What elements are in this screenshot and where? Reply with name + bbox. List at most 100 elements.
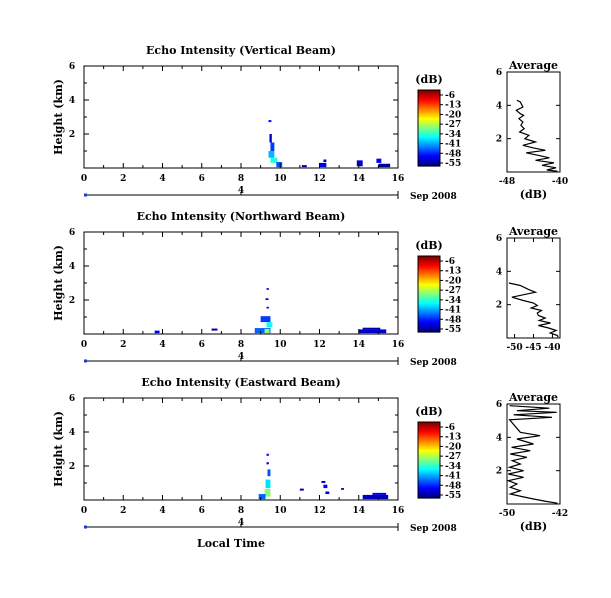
x-tick-label: 0 — [81, 506, 87, 516]
colorbar-segment — [418, 489, 440, 491]
colorbar-frame — [417, 89, 441, 167]
colorbar-segment — [418, 424, 440, 427]
colorbar-segment — [418, 120, 440, 123]
colorbar-segment — [418, 272, 440, 275]
colorbar-segment — [418, 143, 440, 146]
average-x-tick-label: -42 — [552, 509, 568, 519]
colorbar-segment — [418, 457, 440, 460]
heatmap-cell — [266, 322, 273, 328]
heatmap-cell — [211, 328, 218, 331]
colorbar-segment — [418, 329, 440, 332]
colorbar-segment — [418, 423, 440, 426]
colorbar-segment — [418, 269, 440, 272]
colorbar-segment — [418, 138, 440, 140]
heatmap-cell — [254, 328, 271, 334]
average-x-label: (dB) — [520, 520, 547, 533]
x-tick-label: 14 — [352, 340, 365, 350]
colorbar-segment — [418, 449, 440, 452]
colorbar-segment — [418, 276, 440, 279]
colorbar-segment — [418, 277, 440, 280]
colorbar-segment — [418, 439, 440, 442]
colorbar-segment — [418, 453, 440, 456]
date-axis-label: Sep 2008 — [410, 192, 457, 202]
colorbar-segment — [418, 115, 440, 118]
colorbar-segment — [418, 299, 440, 301]
x-tick-label: 4 — [159, 340, 165, 350]
colorbar-segment — [418, 463, 440, 466]
colorbar-segment — [418, 321, 440, 324]
colorbar-segment — [418, 430, 440, 433]
colorbar-segment — [418, 441, 440, 443]
colorbar-segment — [418, 295, 440, 298]
colorbar-segment — [418, 485, 440, 488]
heatmap-cell — [321, 480, 326, 483]
colorbar-segment — [418, 297, 440, 300]
colorbar-segment — [418, 323, 440, 325]
plot-frame — [83, 231, 399, 335]
colorbar-segment — [418, 257, 440, 260]
x-tick-label: 0 — [81, 340, 87, 350]
colorbar-segment — [418, 443, 440, 446]
panel-title: Echo Intensity (Vertical Beam) — [146, 44, 336, 57]
average-y-tick-label: 2 — [496, 135, 502, 145]
heatmap-cell — [325, 491, 330, 495]
colorbar-segment — [418, 129, 440, 132]
colorbar-segment — [418, 105, 440, 108]
y-tick-label: 4 — [69, 262, 75, 272]
heatmap-cell — [323, 484, 328, 489]
colorbar-segment — [418, 446, 440, 448]
colorbar-segment — [418, 122, 440, 125]
colorbar-segment — [418, 95, 440, 97]
colorbar-tick-label: -13 — [445, 433, 461, 443]
average-y-tick-label: 6 — [496, 234, 502, 244]
colorbar-segment — [418, 111, 440, 114]
colorbar-segment — [418, 479, 440, 481]
colorbar-segment — [418, 139, 440, 142]
x-tick-label: 2 — [120, 340, 126, 350]
colorbar-segment — [418, 131, 440, 134]
colorbar-segment — [418, 273, 440, 276]
colorbar-segment — [418, 318, 440, 320]
colorbar-segment — [418, 119, 440, 121]
x-tick-label: 8 — [238, 174, 244, 184]
x-tick-label: 16 — [392, 174, 405, 184]
colorbar-tick-label: -6 — [445, 423, 455, 433]
colorbar-segment — [418, 300, 440, 303]
colorbar-segment — [418, 316, 440, 319]
date-axis-marker-start — [84, 525, 87, 529]
heatmap-cell — [301, 165, 307, 168]
colorbar-segment — [418, 268, 440, 271]
heatmap-cell — [362, 494, 389, 500]
colorbar-unit: (dB) — [415, 239, 442, 252]
average-frame — [506, 403, 561, 505]
y-tick-label: 2 — [69, 296, 75, 306]
colorbar-tick-label: -13 — [445, 267, 461, 277]
colorbar-segment — [418, 456, 440, 459]
colorbar-segment — [418, 313, 440, 315]
y-tick-label: 6 — [69, 62, 75, 72]
colorbar-segment — [418, 101, 440, 104]
colorbar-segment — [418, 114, 440, 116]
colorbar-segment — [418, 97, 440, 100]
colorbar-segment — [418, 435, 440, 438]
x-tick-label: 10 — [274, 340, 287, 350]
x-tick-label: 10 — [274, 174, 287, 184]
colorbar-segment — [418, 263, 440, 266]
colorbar-tick-label: -48 — [445, 149, 461, 159]
x-tick-label: 12 — [313, 506, 326, 516]
colorbar-segment — [418, 482, 440, 485]
average-y-tick-label: 6 — [496, 68, 502, 78]
colorbar-segment — [418, 451, 440, 453]
date-axis-marker-start — [84, 193, 87, 197]
colorbar-tick-label: -6 — [445, 257, 455, 267]
colorbar-segment — [418, 432, 440, 434]
heatmap-cell — [341, 488, 345, 490]
colorbar-segment — [418, 425, 440, 428]
colorbar-tick-label: -20 — [445, 276, 461, 286]
colorbar-tick-label: -41 — [445, 306, 461, 316]
panel-title: Echo Intensity (Northward Beam) — [137, 210, 346, 223]
colorbar-segment — [418, 144, 440, 147]
colorbar-segment — [418, 490, 440, 493]
date-axis-marker-label: 4 — [238, 186, 244, 196]
colorbar-segment — [418, 484, 440, 486]
